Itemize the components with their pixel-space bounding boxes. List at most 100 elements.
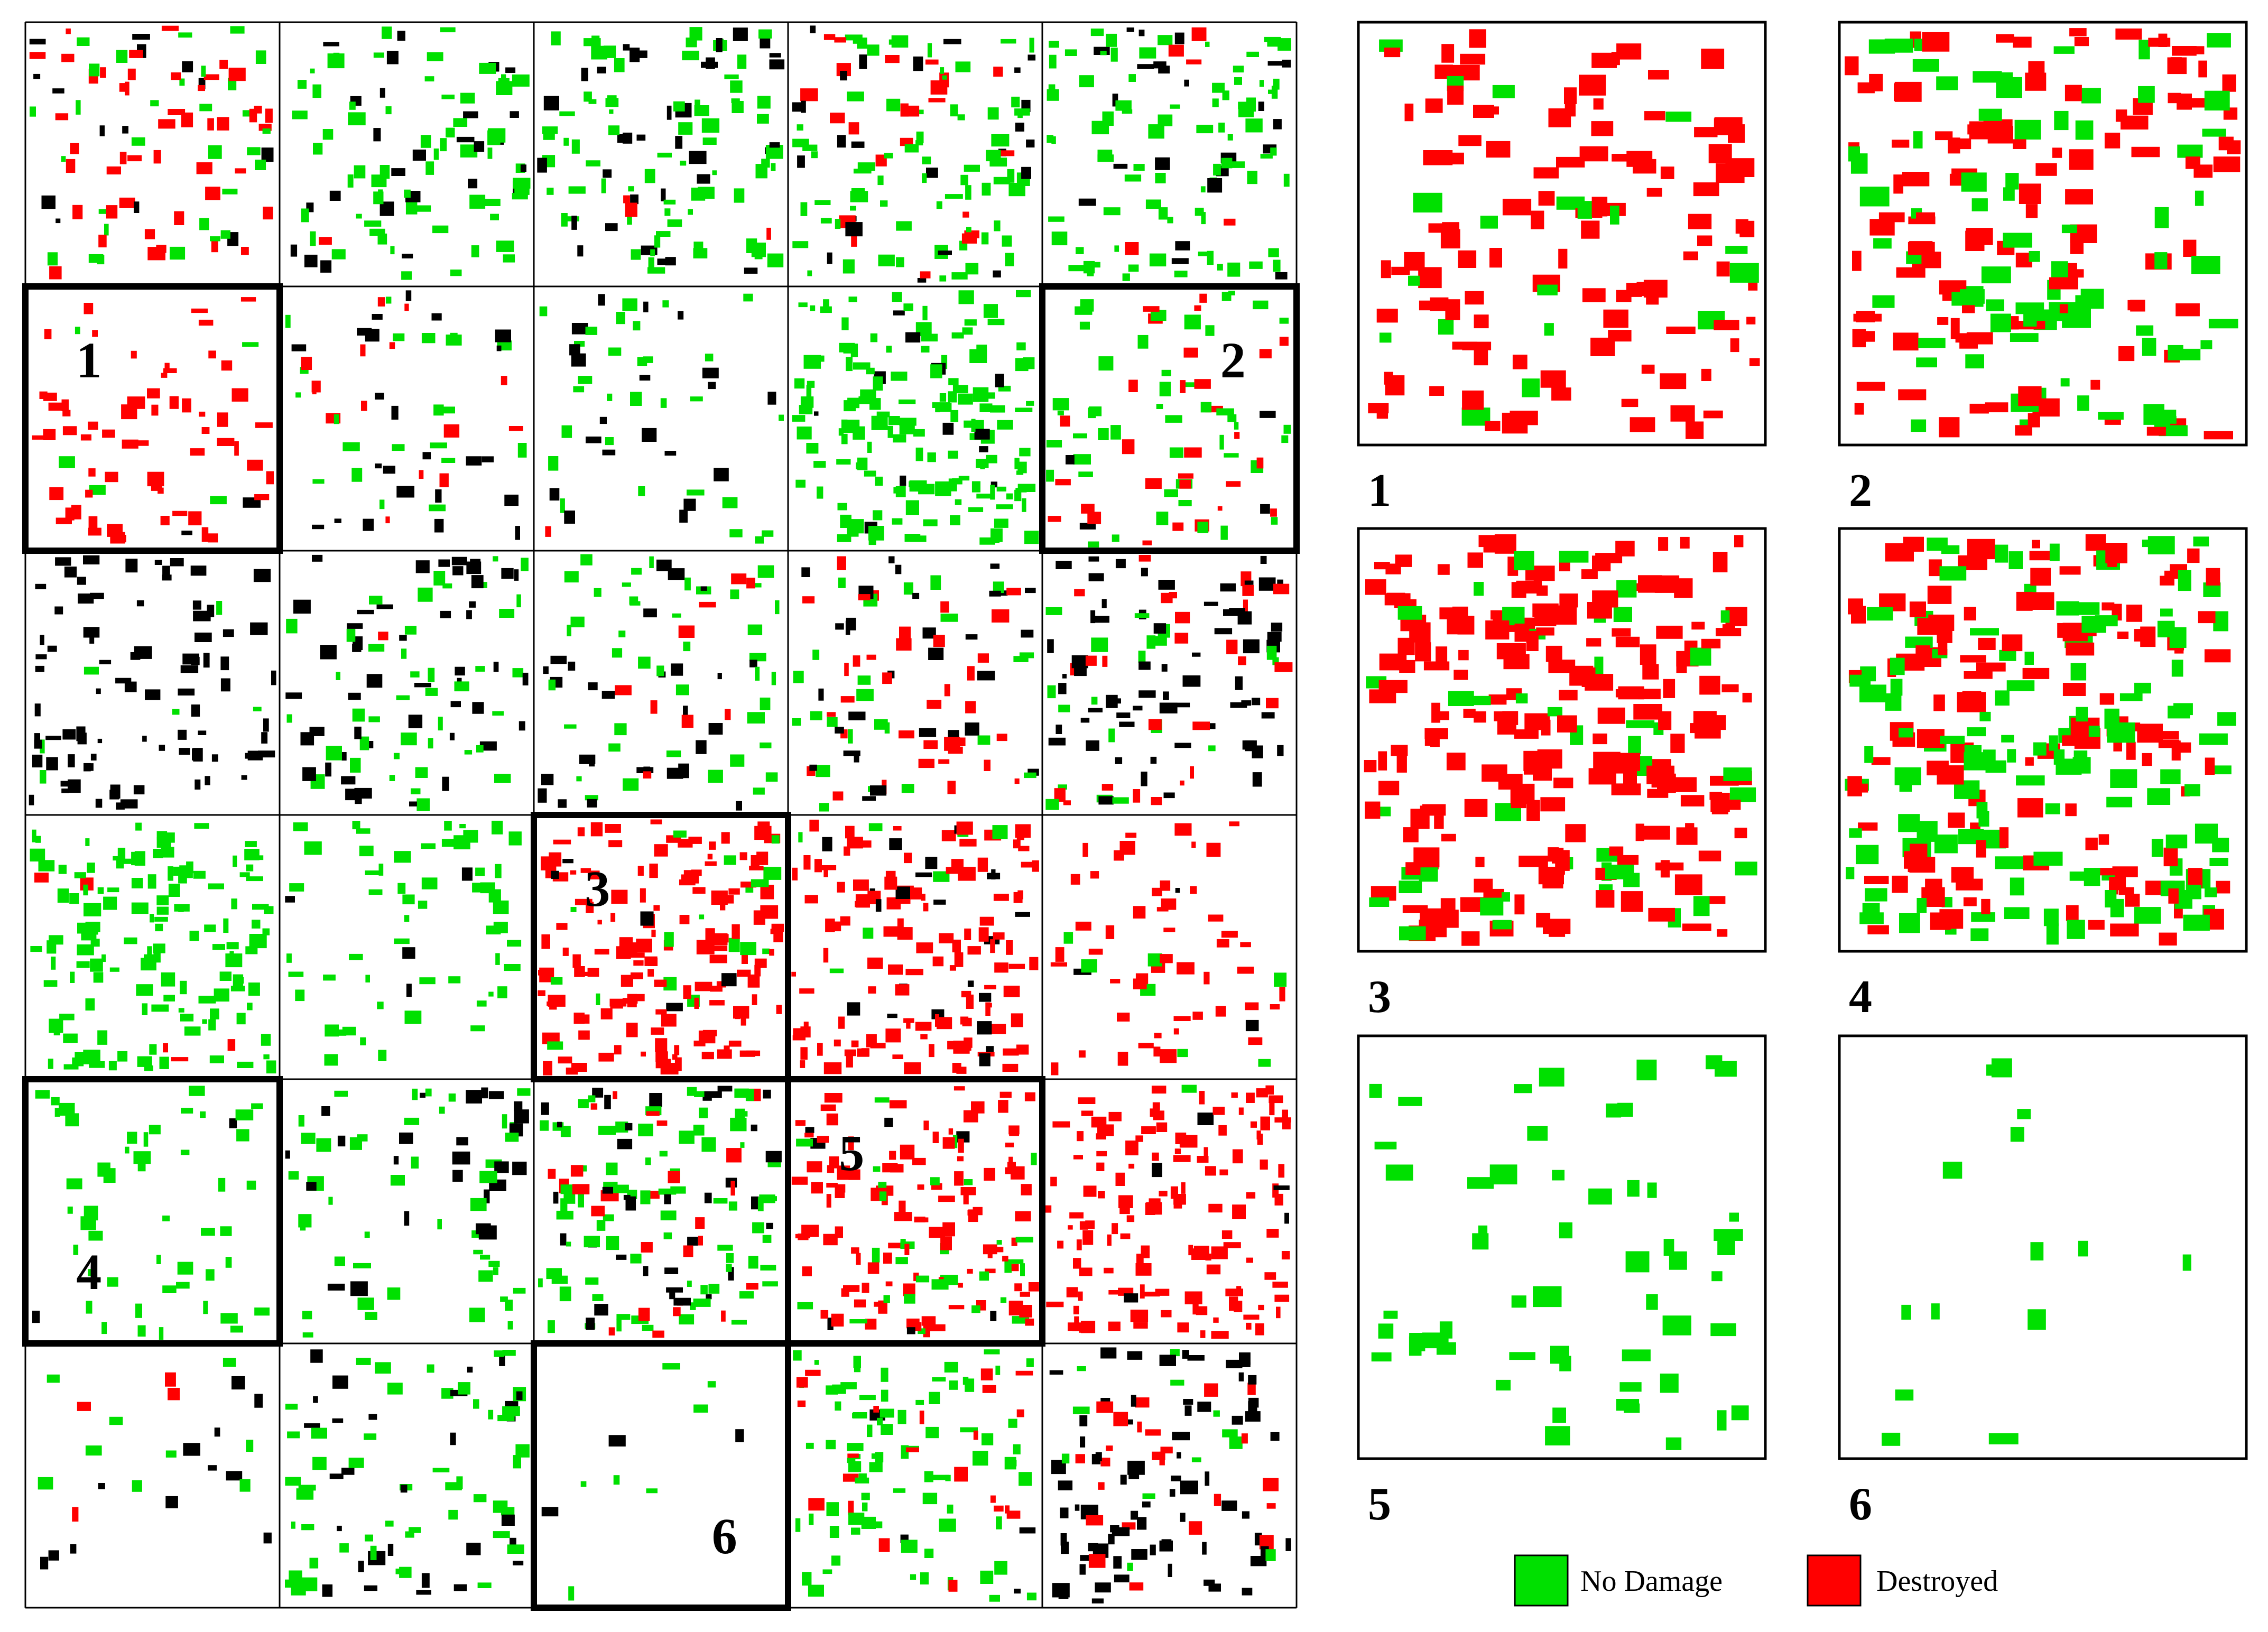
building-footprint <box>747 712 765 724</box>
building-footprint <box>1996 34 2014 43</box>
building-footprint <box>178 729 187 740</box>
building-footprint <box>831 1313 844 1327</box>
building-footprint <box>1646 188 1662 197</box>
building-footprint <box>1006 588 1021 596</box>
building-footprint <box>929 1392 940 1404</box>
building-footprint <box>1662 1315 1691 1336</box>
building-footprint <box>799 988 814 994</box>
building-footprint <box>1474 711 1486 723</box>
building-footprint <box>910 1574 917 1580</box>
building-footprint <box>1165 415 1182 423</box>
building-footprint <box>192 600 201 610</box>
building-footprint <box>547 1041 563 1050</box>
building-footprint <box>817 486 823 499</box>
building-footprint <box>347 174 354 188</box>
building-footprint <box>1062 674 1067 679</box>
building-footprint <box>948 450 958 459</box>
building-footprint <box>147 388 160 398</box>
building-footprint <box>263 1532 272 1544</box>
building-footprint <box>883 926 900 937</box>
building-footprint <box>992 825 1008 839</box>
building-footprint <box>1239 1362 1251 1367</box>
building-footprint <box>101 1322 107 1334</box>
building-footprint <box>1612 154 1634 162</box>
building-footprint <box>289 1570 302 1583</box>
overview-highlight-boxes <box>22 283 1300 1611</box>
building-footprint <box>687 1237 698 1246</box>
building-footprint <box>495 864 502 878</box>
building-footprint <box>2104 133 2121 149</box>
building-footprint <box>1415 642 1431 662</box>
overview-tile <box>539 293 784 544</box>
building-footprint <box>35 836 41 843</box>
building-footprint <box>1916 212 1936 221</box>
building-footprint <box>161 847 174 858</box>
building-footprint <box>115 678 132 684</box>
building-footprint <box>841 317 849 330</box>
building-footprint <box>122 126 128 134</box>
building-footprint <box>1014 1283 1022 1292</box>
building-footprint <box>1557 715 1577 732</box>
building-footprint <box>176 1282 190 1289</box>
building-footprint <box>1079 321 1090 330</box>
building-footprint <box>736 1111 748 1117</box>
building-footprint <box>1180 380 1186 393</box>
building-footprint <box>1170 1379 1184 1386</box>
building-footprint <box>99 660 112 664</box>
building-footprint <box>925 857 938 869</box>
building-footprint <box>1155 1288 1170 1296</box>
building-footprint <box>428 738 433 749</box>
building-footprint <box>912 1157 926 1165</box>
building-footprint <box>578 1099 589 1108</box>
building-footprint <box>1016 342 1026 350</box>
building-footprint <box>1386 592 1405 605</box>
building-footprint <box>802 596 815 604</box>
building-footprint <box>1217 264 1223 271</box>
building-footprint <box>927 43 932 58</box>
building-footprint <box>823 1062 842 1074</box>
building-footprint <box>352 821 360 830</box>
building-footprint <box>144 1065 153 1071</box>
building-footprint <box>1365 579 1386 595</box>
building-footprint <box>127 1132 137 1144</box>
building-footprint <box>291 1522 295 1529</box>
building-footprint <box>585 1277 599 1285</box>
building-footprint <box>203 74 219 80</box>
building-footprint <box>1845 56 1859 76</box>
building-footprint <box>1458 650 1469 661</box>
building-footprint <box>1232 1204 1246 1219</box>
building-footprint <box>800 202 808 216</box>
building-footprint <box>1047 639 1054 653</box>
building-footprint <box>1701 368 1711 381</box>
building-footprint <box>163 995 175 1002</box>
building-footprint <box>399 635 407 641</box>
building-footprint <box>493 556 498 562</box>
building-footprint <box>155 923 163 932</box>
building-footprint <box>2151 839 2163 857</box>
building-footprint <box>615 685 632 696</box>
building-footprint <box>730 754 745 767</box>
building-footprint <box>867 441 872 453</box>
building-footprint <box>1068 1225 1073 1230</box>
building-footprint <box>920 271 931 279</box>
building-footprint <box>1409 1336 1422 1356</box>
building-footprint <box>1931 1303 1940 1320</box>
building-footprint <box>971 419 976 432</box>
building-footprint <box>979 916 994 926</box>
building-footprint <box>97 887 104 894</box>
building-footprint <box>2205 887 2217 897</box>
building-footprint <box>1180 1480 1198 1495</box>
building-footprint <box>229 1118 237 1128</box>
building-footprint <box>728 888 740 895</box>
building-footprint <box>895 564 902 574</box>
building-footprint <box>765 772 778 782</box>
building-footprint <box>495 329 511 342</box>
building-footprint <box>1402 905 1428 913</box>
building-footprint <box>348 112 366 126</box>
building-footprint <box>851 1247 859 1254</box>
building-footprint <box>472 883 483 893</box>
building-footprint <box>2049 735 2058 751</box>
building-footprint <box>993 531 999 543</box>
building-footprint <box>541 1102 549 1115</box>
building-footprint <box>851 188 865 202</box>
